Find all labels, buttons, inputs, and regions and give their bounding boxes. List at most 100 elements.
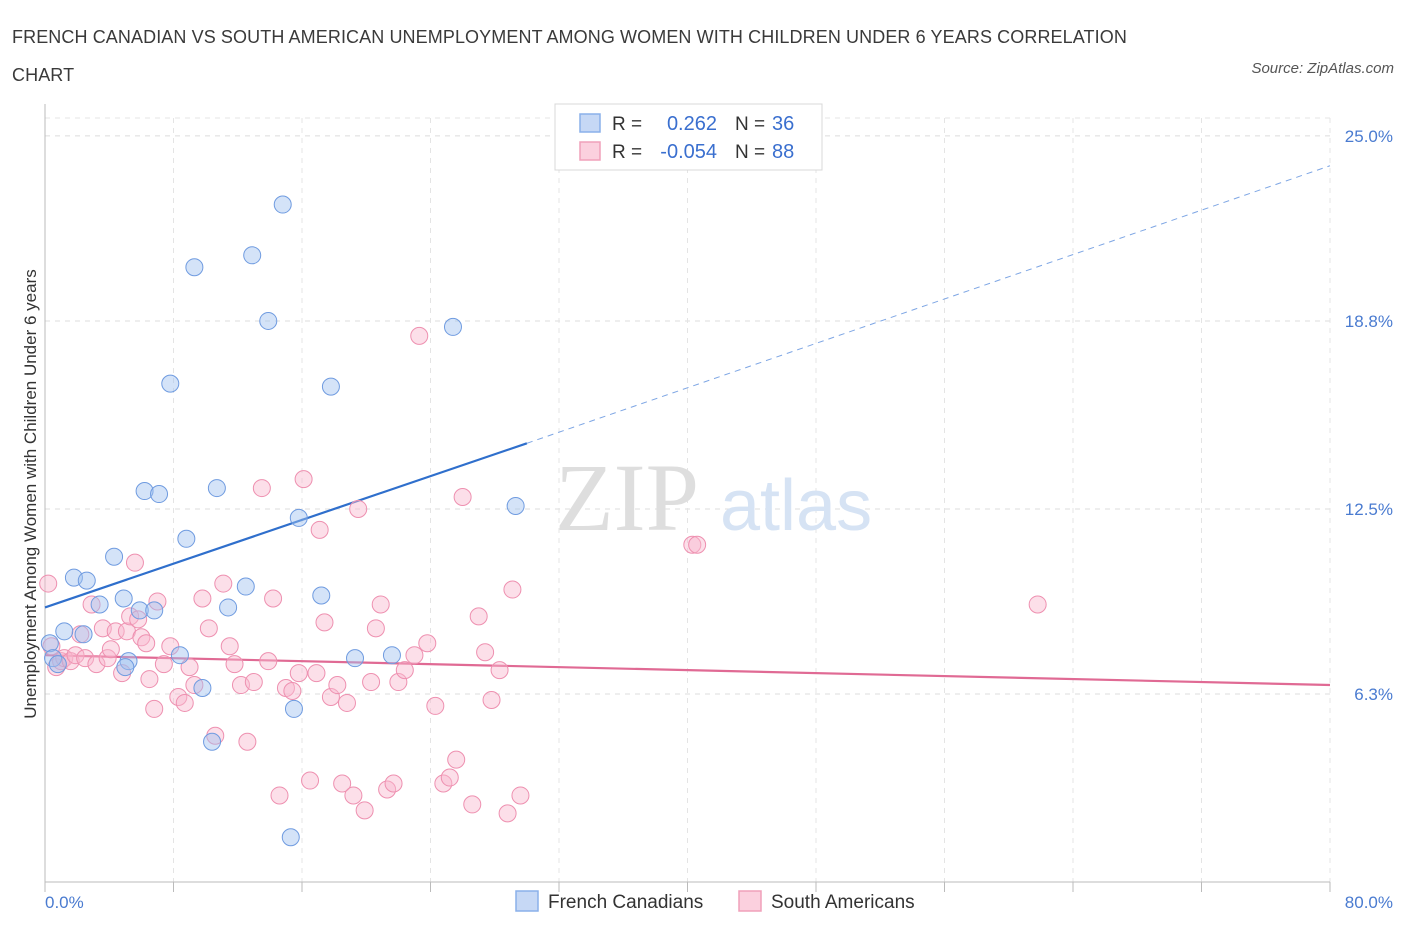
- point-south-american: [199, 619, 218, 638]
- x-tick-label: 0.0%: [45, 893, 84, 912]
- point-south-american: [683, 535, 702, 554]
- point-south-american: [366, 619, 385, 638]
- point-south-american: [66, 646, 85, 665]
- y-tick-label: 25.0%: [1345, 127, 1393, 146]
- point-south-american: [289, 664, 308, 683]
- point-south-american: [503, 580, 522, 599]
- point-french-canadian: [74, 625, 93, 644]
- point-south-american: [418, 634, 437, 653]
- point-south-american: [476, 643, 495, 662]
- point-south-american: [238, 732, 257, 751]
- point-french-canadian: [281, 828, 300, 847]
- stats-legend-r-value-1: 0.262: [667, 113, 717, 135]
- stats-legend-n-value-2: 88: [772, 141, 794, 163]
- point-french-canadian: [289, 508, 308, 527]
- stats-legend-swatch-south: [579, 141, 601, 161]
- point-south-american: [482, 690, 501, 709]
- watermark-atlas: atlas: [720, 466, 872, 546]
- point-south-american: [384, 774, 403, 793]
- point-south-american: [426, 696, 445, 715]
- data-points: [39, 195, 1047, 847]
- grid-lines: [45, 117, 1331, 882]
- point-french-canadian: [114, 589, 133, 608]
- x-tick-label: 80.0%: [1345, 893, 1393, 912]
- point-south-american: [463, 795, 482, 814]
- point-south-american: [252, 479, 271, 498]
- y-tick-label: 18.8%: [1345, 312, 1393, 331]
- stats-legend: R = 0.262 N = 36 R = -0.054 N = 88: [554, 103, 823, 171]
- series-legend: French Canadians South Americans: [515, 890, 915, 913]
- point-french-canadian: [185, 258, 204, 277]
- point-south-american: [145, 699, 164, 718]
- point-french-canadian: [193, 679, 212, 698]
- legend-label-french: French Canadians: [548, 892, 703, 913]
- point-south-american: [301, 771, 320, 790]
- point-south-american: [511, 786, 530, 805]
- point-south-american: [395, 661, 414, 680]
- point-south-american: [355, 801, 374, 820]
- point-south-american: [490, 661, 509, 680]
- point-south-american: [333, 774, 352, 793]
- point-south-american: [344, 786, 363, 805]
- point-french-canadian: [55, 622, 74, 641]
- point-south-american: [371, 595, 390, 614]
- point-south-american: [125, 553, 144, 572]
- point-south-american: [220, 637, 239, 656]
- point-south-american: [129, 610, 148, 629]
- source-label: Source: ZipAtlas.com: [1251, 60, 1394, 77]
- point-south-american: [389, 673, 408, 692]
- point-south-american: [498, 804, 517, 823]
- point-french-canadian: [219, 598, 238, 617]
- point-south-american: [264, 589, 283, 608]
- point-french-canadian: [259, 311, 278, 330]
- point-french-canadian: [90, 595, 109, 614]
- point-french-canadian: [170, 646, 189, 665]
- trendline-south-americans: [44, 654, 1331, 687]
- watermark: ZIP atlas: [555, 444, 872, 551]
- point-french-canadian: [382, 646, 401, 665]
- point-south-american: [270, 786, 289, 805]
- point-south-american: [315, 613, 334, 632]
- point-french-canadian: [346, 649, 365, 668]
- point-french-canadian: [135, 482, 154, 501]
- point-south-american: [244, 673, 263, 692]
- point-south-american: [180, 658, 199, 677]
- y-tick-label: 12.5%: [1345, 500, 1393, 519]
- stats-legend-r-label-2: R =: [612, 142, 642, 163]
- point-south-american: [294, 470, 313, 489]
- x-tick-labels: 0.0% 80.0%: [45, 893, 1393, 912]
- point-french-canadian: [105, 547, 124, 566]
- point-south-american: [328, 676, 347, 695]
- point-south-american: [337, 693, 356, 712]
- y-axis-label: Unemployment Among Women with Children U…: [21, 269, 40, 718]
- point-south-american: [161, 637, 180, 656]
- point-french-canadian: [321, 377, 340, 396]
- point-south-american: [469, 607, 488, 626]
- point-french-canadian: [312, 586, 331, 605]
- point-south-american: [140, 670, 159, 689]
- point-south-american: [405, 646, 424, 665]
- point-south-american: [39, 574, 58, 593]
- point-french-canadian: [116, 658, 135, 677]
- point-south-american: [362, 673, 381, 692]
- point-french-canadian: [243, 246, 262, 265]
- point-french-canadian: [119, 652, 138, 671]
- point-french-canadian: [203, 732, 222, 751]
- stats-legend-n-label-1: N =: [735, 114, 765, 135]
- watermark-zip: ZIP: [555, 444, 699, 551]
- point-south-american: [193, 589, 212, 608]
- y-tick-label: 6.3%: [1354, 685, 1393, 704]
- point-french-canadian: [161, 374, 180, 393]
- point-french-canadian: [506, 496, 525, 515]
- point-south-american: [688, 535, 707, 554]
- point-south-american: [113, 664, 132, 683]
- point-french-canadian: [44, 649, 63, 668]
- point-french-canadian: [130, 601, 149, 620]
- stats-legend-r-label-1: R =: [612, 114, 642, 135]
- point-south-american: [225, 655, 244, 674]
- point-french-canadian: [48, 655, 67, 674]
- legend-label-south: South Americans: [771, 892, 915, 913]
- point-french-canadian: [40, 634, 59, 653]
- point-south-american: [1028, 595, 1047, 614]
